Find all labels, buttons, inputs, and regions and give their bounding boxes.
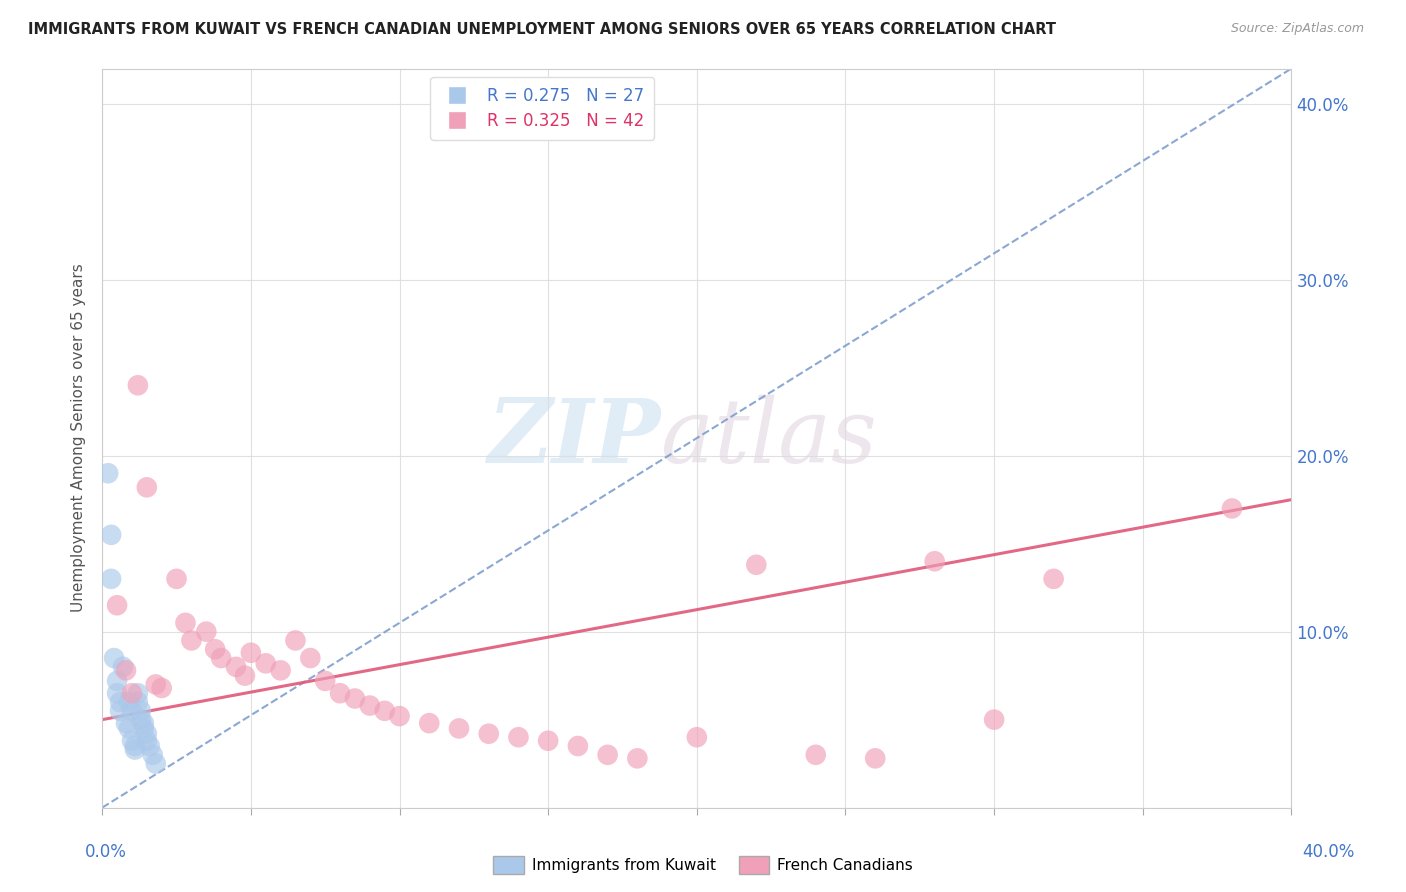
Point bbox=[388, 709, 411, 723]
Point bbox=[121, 686, 143, 700]
Point bbox=[118, 722, 141, 736]
Point bbox=[804, 747, 827, 762]
Point bbox=[924, 554, 946, 568]
Point bbox=[239, 646, 262, 660]
Legend: R = 0.275   N = 27, R = 0.325   N = 42: R = 0.275 N = 27, R = 0.325 N = 42 bbox=[430, 77, 654, 139]
Point bbox=[359, 698, 381, 713]
Point bbox=[111, 660, 134, 674]
Point bbox=[135, 480, 157, 494]
Point bbox=[124, 742, 146, 756]
Point bbox=[135, 727, 157, 741]
Point bbox=[537, 733, 560, 747]
Point bbox=[105, 599, 128, 613]
Text: ZIP: ZIP bbox=[488, 395, 661, 482]
Point bbox=[108, 695, 131, 709]
Point bbox=[418, 716, 440, 731]
Point bbox=[100, 528, 122, 542]
Point bbox=[132, 722, 155, 736]
Point bbox=[150, 681, 173, 695]
Point bbox=[129, 704, 152, 718]
Point bbox=[863, 751, 886, 765]
Text: atlas: atlas bbox=[661, 394, 877, 482]
Point bbox=[374, 704, 396, 718]
Point bbox=[596, 747, 619, 762]
Point bbox=[145, 756, 167, 771]
Point bbox=[127, 695, 149, 709]
Point bbox=[745, 558, 768, 572]
Point bbox=[983, 713, 1005, 727]
Point bbox=[225, 660, 247, 674]
Y-axis label: Unemployment Among Seniors over 65 years: Unemployment Among Seniors over 65 years bbox=[72, 264, 86, 613]
Point bbox=[1042, 572, 1064, 586]
Point bbox=[195, 624, 218, 639]
Point bbox=[447, 722, 470, 736]
Point bbox=[233, 668, 256, 682]
Point bbox=[105, 686, 128, 700]
Point bbox=[108, 704, 131, 718]
Text: 0.0%: 0.0% bbox=[84, 843, 127, 861]
Point bbox=[124, 739, 146, 753]
Point bbox=[204, 642, 226, 657]
Point bbox=[209, 651, 232, 665]
Point bbox=[135, 733, 157, 747]
Point bbox=[254, 657, 277, 671]
Point bbox=[180, 633, 202, 648]
Point bbox=[118, 695, 141, 709]
Point bbox=[145, 677, 167, 691]
Point bbox=[1220, 501, 1243, 516]
Legend: Immigrants from Kuwait, French Canadians: Immigrants from Kuwait, French Canadians bbox=[488, 850, 918, 880]
Point bbox=[626, 751, 648, 765]
Point bbox=[105, 673, 128, 688]
Point bbox=[686, 730, 709, 744]
Point bbox=[284, 633, 307, 648]
Point bbox=[508, 730, 530, 744]
Text: IMMIGRANTS FROM KUWAIT VS FRENCH CANADIAN UNEMPLOYMENT AMONG SENIORS OVER 65 YEA: IMMIGRANTS FROM KUWAIT VS FRENCH CANADIA… bbox=[28, 22, 1056, 37]
Point bbox=[129, 713, 152, 727]
Point bbox=[103, 651, 125, 665]
Point bbox=[115, 716, 138, 731]
Point bbox=[132, 716, 155, 731]
Point bbox=[314, 673, 336, 688]
Point bbox=[343, 691, 366, 706]
Point bbox=[174, 615, 197, 630]
Point bbox=[121, 733, 143, 747]
Point bbox=[270, 664, 292, 678]
Point bbox=[567, 739, 589, 753]
Point bbox=[329, 686, 352, 700]
Point bbox=[115, 664, 138, 678]
Point bbox=[121, 704, 143, 718]
Point bbox=[142, 747, 165, 762]
Point bbox=[127, 686, 149, 700]
Point bbox=[299, 651, 322, 665]
Point bbox=[97, 467, 120, 481]
Text: 40.0%: 40.0% bbox=[1302, 843, 1355, 861]
Point bbox=[166, 572, 188, 586]
Point bbox=[127, 378, 149, 392]
Point bbox=[100, 572, 122, 586]
Point bbox=[478, 727, 501, 741]
Text: Source: ZipAtlas.com: Source: ZipAtlas.com bbox=[1230, 22, 1364, 36]
Point bbox=[139, 739, 162, 753]
